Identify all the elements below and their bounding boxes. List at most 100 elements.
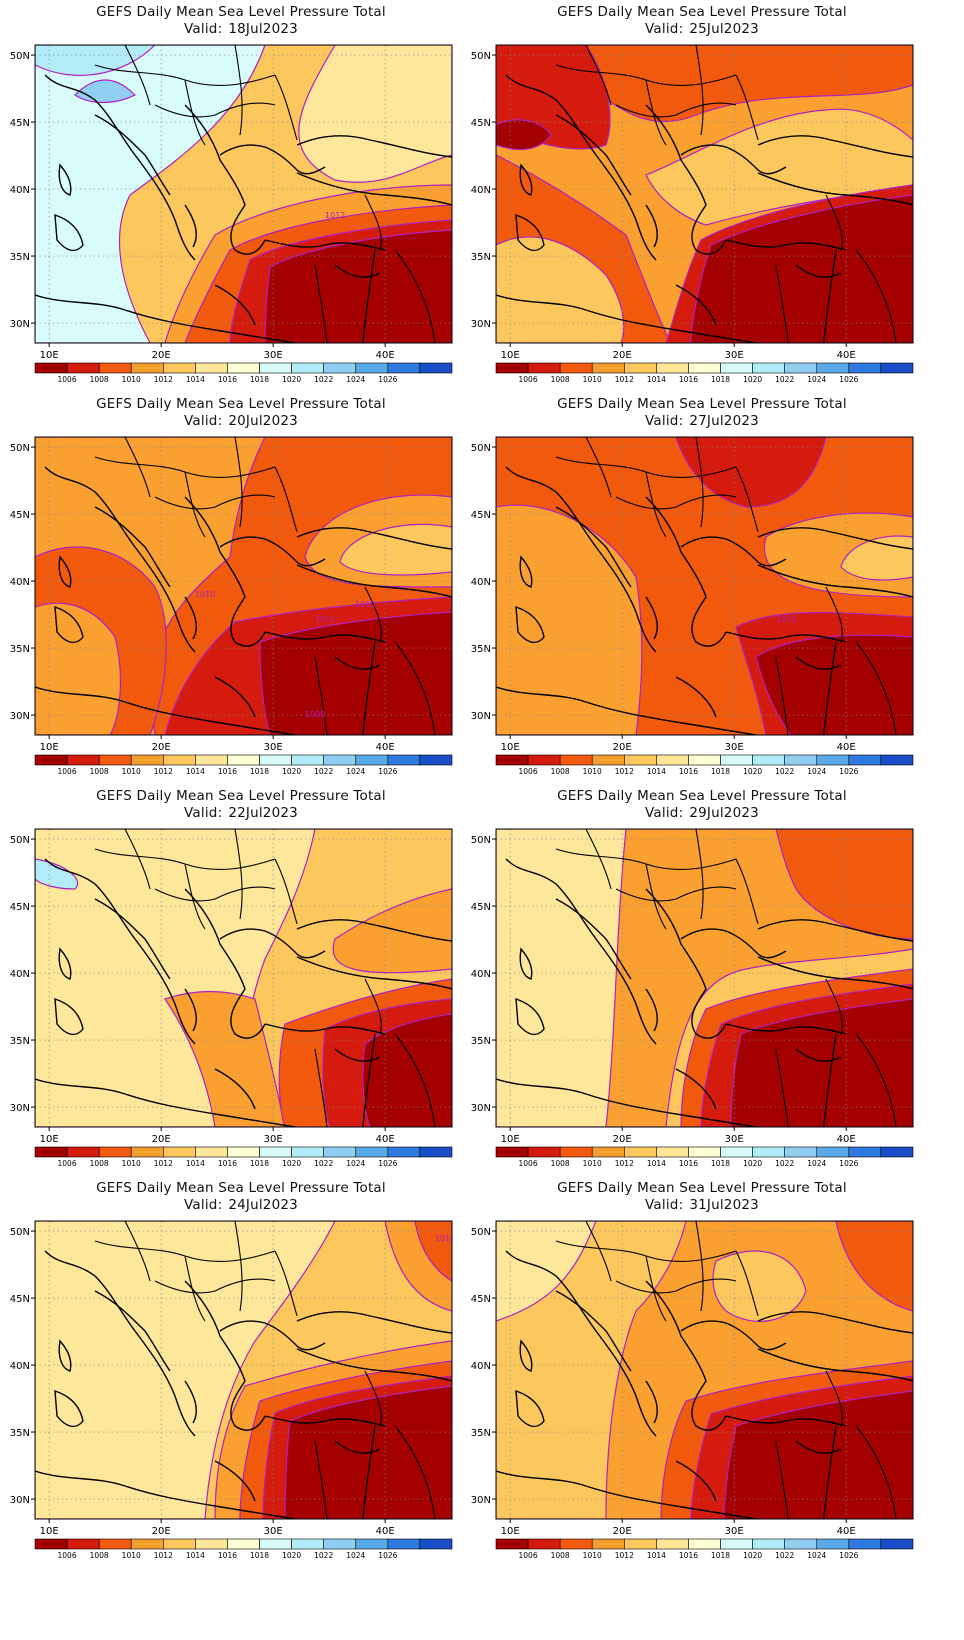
- pressure-band: [298, 45, 452, 183]
- pressure-band: [496, 504, 643, 735]
- colorbar-swatch: [527, 1146, 561, 1158]
- coastline: [519, 947, 533, 980]
- country-border: [274, 858, 298, 925]
- pressure-band: [840, 535, 913, 581]
- coastline: [680, 536, 787, 567]
- colorbar-label: 1022: [314, 375, 333, 384]
- colorbar-label: 1016: [679, 767, 698, 776]
- contour-label: 1010: [776, 615, 796, 624]
- map-frame: [34, 436, 453, 736]
- country-border: [615, 102, 737, 118]
- colorbar: 1006 1008 1010 1012 1014 1016 1018 1020 1022 1024…: [34, 1538, 453, 1560]
- coastline: [757, 1311, 913, 1334]
- coastline: [555, 506, 632, 588]
- country-border: [775, 264, 789, 343]
- colorbar-swatch: [591, 754, 625, 766]
- colorbar-swatch: [720, 754, 753, 766]
- colorbar-label: 1012: [615, 1551, 634, 1560]
- country-border: [364, 194, 382, 251]
- colorbar-swatch: [880, 1146, 914, 1158]
- lon-tick-label: 40E: [376, 742, 395, 753]
- colorbar-swatch: [227, 1538, 260, 1550]
- lat-tick-label: 45N: [471, 118, 491, 129]
- coastline: [675, 676, 717, 718]
- colorbar-label: 1024: [807, 767, 826, 776]
- lat-tick-label: 50N: [10, 1227, 30, 1238]
- country-border: [124, 45, 151, 106]
- colorbar-swatch: [784, 1538, 818, 1550]
- pressure-band: [362, 1013, 452, 1127]
- colorbar-swatch: [66, 1146, 100, 1158]
- colorbar-swatch: [656, 362, 689, 374]
- coastline: [296, 527, 452, 550]
- colorbar-label: 1022: [775, 1551, 794, 1560]
- colorbar-label: 1006: [519, 1159, 538, 1168]
- valid-date-line: Valid: 24Jul2023: [0, 1197, 482, 1213]
- country-border: [775, 656, 789, 735]
- colorbar-label: 1008: [551, 1159, 570, 1168]
- colorbar-label: 1024: [346, 767, 365, 776]
- colorbar-label: 1012: [615, 375, 634, 384]
- coastline: [757, 135, 913, 158]
- coastline: [725, 1023, 847, 1035]
- coastline: [519, 1339, 533, 1372]
- coastline: [505, 858, 657, 1045]
- lon-tick-label: 10E: [501, 742, 520, 753]
- valid-date-line: Valid: 22Jul2023: [0, 805, 482, 821]
- lat-tick-label: 30N: [10, 319, 30, 330]
- coastline: [505, 466, 657, 653]
- colorbar: 1006 1008 1010 1012 1014 1016 1018 1020 1022 1024…: [34, 1146, 453, 1168]
- lon-tick-label: 20E: [152, 1134, 171, 1145]
- panel-title: GEFS Daily Mean Sea Level Pressure Total: [557, 1180, 847, 1196]
- coastline: [54, 998, 84, 1036]
- coastline: [58, 555, 72, 588]
- coastline: [334, 1048, 381, 1062]
- colorbar-label: 1020: [282, 1159, 301, 1168]
- coastline: [823, 1425, 837, 1519]
- coastline: [675, 1068, 717, 1110]
- lon-tick-label: 20E: [613, 1526, 632, 1537]
- pressure-band: [675, 437, 827, 508]
- coastline: [757, 956, 913, 990]
- coastline: [219, 928, 326, 959]
- colorbar-swatch: [355, 1538, 389, 1550]
- colorbar-swatch: [495, 362, 529, 374]
- coastline: [184, 104, 266, 255]
- colorbar-label: 1024: [807, 1551, 826, 1560]
- lat-tick-label: 40N: [10, 969, 30, 980]
- colorbar-label: 1014: [647, 767, 666, 776]
- panel-title: GEFS Daily Mean Sea Level Pressure Total: [96, 788, 386, 804]
- colorbar-label: 1016: [218, 1551, 237, 1560]
- country-border: [825, 1370, 843, 1427]
- colorbar-label: 1022: [775, 375, 794, 384]
- colorbar-swatch: [387, 754, 421, 766]
- colorbar-swatch: [323, 1146, 357, 1158]
- colorbar-swatch: [195, 1146, 228, 1158]
- coastline: [264, 239, 386, 251]
- lat-tick-label: 45N: [471, 510, 491, 521]
- colorbar-swatch: [848, 754, 882, 766]
- colorbar-swatch: [34, 362, 68, 374]
- country-border: [585, 437, 612, 498]
- colorbar-label: 1020: [743, 1159, 762, 1168]
- panel-title: GEFS Daily Mean Sea Level Pressure Total: [96, 396, 386, 412]
- country-border: [364, 978, 382, 1035]
- coastline: [94, 898, 171, 980]
- valid-label: Valid:: [645, 1197, 684, 1213]
- colorbar-label: 1022: [775, 767, 794, 776]
- pressure-band: [755, 634, 913, 735]
- colorbar: 1006 1008 1010 1012 1014 1016 1018 1020 1022 1024…: [495, 1146, 914, 1168]
- colorbar-swatch: [227, 1146, 260, 1158]
- coastline: [35, 1470, 296, 1519]
- map-panel: GEFS Daily Mean Sea Level Pressure Total…: [0, 784, 482, 1194]
- coastline: [219, 144, 326, 175]
- coastline: [823, 249, 837, 343]
- coastline: [296, 1311, 452, 1334]
- colorbar-swatch: [624, 362, 657, 374]
- country-border: [615, 886, 737, 902]
- coastline: [555, 1290, 632, 1372]
- colorbar-swatch: [816, 1538, 850, 1550]
- lon-tick-label: 40E: [837, 742, 856, 753]
- colorbar-label: 1014: [186, 1551, 205, 1560]
